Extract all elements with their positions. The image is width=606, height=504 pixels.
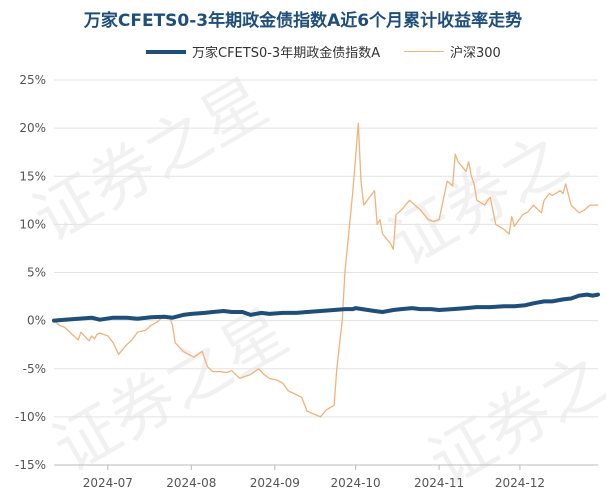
x-tick-label: 2024-09 [250,476,300,490]
legend-item-fund[interactable]: 万家CFETS0-3年期政金债指数A [146,42,380,61]
y-tick-label: -10% [15,410,46,424]
x-axis: 2024-07 2024-08 2024-09 2024-10 2024-11 2024-… [54,464,598,490]
x-tick-label: 2024-10 [331,476,381,490]
legend-label-csi300: 沪深300 [450,46,501,61]
y-tick-label: -5% [23,362,46,376]
legend-swatch-csi300 [404,51,444,52]
y-tick-label: 10% [19,217,46,231]
series-lines [52,122,600,418]
y-tick-label: 15% [19,169,46,183]
chart-title: 万家CFETS0-3年期政金债指数A近6个月累计收益率走势 [83,11,523,31]
y-tick-label: 0% [27,314,46,328]
x-tick-label: 2024-12 [495,476,545,490]
y-tick-label: 20% [19,121,46,135]
legend-item-csi300[interactable]: 沪深300 [404,42,501,61]
legend-label-fund: 万家CFETS0-3年期政金债指数A [192,46,381,61]
grid-lines [54,79,598,466]
series-line-fund [52,292,600,323]
legend: 万家CFETS0-3年期政金债指数A 沪深300 [0,42,606,64]
x-tick-label: 2024-07 [83,476,133,490]
y-tick-label: 25% [19,73,46,87]
x-tick-label: 2024-08 [166,476,216,490]
y-axis: -15% -10% -5% 0% 5% 10% 15% 20% 25% [15,73,46,472]
x-tick-label: 2024-11 [414,476,464,490]
y-tick-label: 5% [27,266,46,280]
y-tick-label: -15% [15,458,46,472]
legend-swatch-fund [146,49,186,54]
series-line-csi300 [53,122,599,418]
